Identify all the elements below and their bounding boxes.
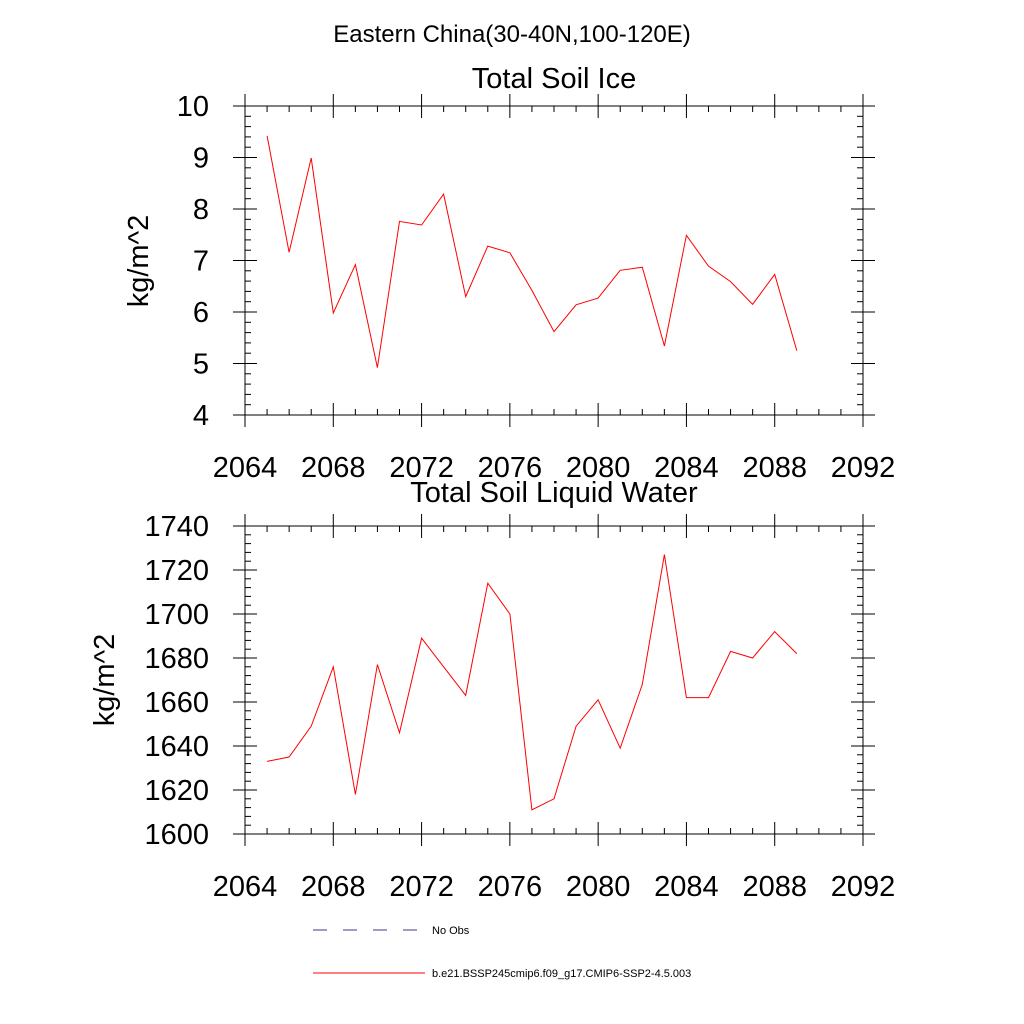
x-tick-label: 2084 (654, 452, 719, 484)
plot-area: 2064 2068 2072 2076 2080 2084 2088 2092 1600 1620… (144, 511, 895, 903)
x-tick-label: 2092 (831, 871, 896, 903)
chart-title: Total Soil Liquid Water (410, 477, 698, 509)
data-point (576, 304, 577, 305)
y-axis-label: kg/m^2 (89, 634, 121, 727)
x-tick-label: 2076 (478, 452, 543, 484)
data-point (333, 313, 334, 314)
plot-frame (244, 105, 864, 416)
x-tick-label: 2080 (566, 871, 631, 903)
data-point (642, 267, 643, 268)
y-tick-label: 9 (193, 143, 209, 175)
data-point (311, 158, 312, 159)
y-tick-label: 1720 (144, 555, 209, 587)
data-point (531, 809, 532, 810)
data-point (355, 264, 356, 265)
data-point (730, 281, 731, 282)
chart-title: Total Soil Ice (472, 63, 636, 95)
data-point (664, 345, 665, 346)
y-tick-label: 7 (193, 246, 209, 278)
data-point (465, 695, 466, 696)
data-point (487, 583, 488, 584)
y-tick-label: 1600 (144, 819, 209, 851)
x-tick-label: 2072 (389, 871, 454, 903)
data-point (289, 757, 290, 758)
x-tick-label: 2072 (389, 452, 454, 484)
data-point (686, 697, 687, 698)
data-point (465, 296, 466, 297)
data-point (554, 798, 555, 799)
x-tick-label: 2076 (478, 871, 543, 903)
data-point (620, 748, 621, 749)
data-point (487, 246, 488, 247)
legend: No Obs b.e21.BSSP245cmip6.f09_g17.CMIP6-… (313, 925, 691, 980)
data-point (708, 697, 709, 698)
y-tick-label: 5 (193, 349, 209, 381)
data-point (355, 794, 356, 795)
x-tick-label: 2088 (742, 452, 807, 484)
data-point (752, 304, 753, 305)
x-tick-label: 2084 (654, 871, 719, 903)
data-point (311, 726, 312, 727)
chart-soil-ice: Total Soil Ice kg/m^2 2064 2068 2072 2076 20… (123, 63, 895, 484)
data-point (620, 270, 621, 271)
data-point (686, 235, 687, 236)
data-point (267, 135, 268, 136)
data-point (377, 664, 378, 665)
data-point (421, 224, 422, 225)
y-tick-label: 6 (193, 297, 209, 329)
data-point (664, 554, 665, 555)
data-point (774, 631, 775, 632)
data-point (443, 194, 444, 195)
data-point (598, 699, 599, 700)
y-tick-label: 1680 (144, 643, 209, 675)
data-point (531, 290, 532, 291)
x-tick-label: 2068 (301, 452, 366, 484)
legend-label-no-obs: No Obs (432, 925, 470, 937)
data-point (796, 653, 797, 654)
x-tick-label: 2064 (213, 871, 278, 903)
data-point (730, 651, 731, 652)
y-tick-label: 1640 (144, 731, 209, 763)
data-point (399, 221, 400, 222)
data-point (333, 666, 334, 667)
data-point (796, 350, 797, 351)
data-point (642, 684, 643, 685)
data-point (509, 614, 510, 615)
data-point (399, 732, 400, 733)
data-point (377, 367, 378, 368)
y-tick-label: 1660 (144, 687, 209, 719)
y-axis-label: kg/m^2 (123, 215, 155, 308)
y-tick-label: 1620 (144, 775, 209, 807)
y-tick-label: 10 (177, 91, 209, 123)
x-tick-label: 2064 (213, 452, 278, 484)
y-tick-label: 1740 (144, 511, 209, 543)
x-tick-label: 2092 (831, 452, 896, 484)
data-point (443, 666, 444, 667)
data-point (774, 274, 775, 275)
data-point (752, 658, 753, 659)
x-tick-label: 2088 (742, 871, 807, 903)
plot-frame (244, 525, 864, 835)
x-tick-label: 2080 (566, 452, 631, 484)
data-point (598, 298, 599, 299)
figure-title: Eastern China(30-40N,100-120E) (333, 21, 691, 48)
series-line (267, 554, 798, 811)
x-tick-label: 2068 (301, 871, 366, 903)
data-point (267, 761, 268, 762)
data-point (708, 266, 709, 267)
y-tick-label: 4 (193, 400, 209, 432)
data-point (509, 252, 510, 253)
data-point (421, 638, 422, 639)
legend-label-model: b.e21.BSSP245cmip6.f09_g17.CMIP6-SSP2-4.… (432, 968, 691, 980)
y-tick-label: 1700 (144, 599, 209, 631)
series-line (266, 135, 798, 368)
plot-area: 2064 2068 2072 2076 2080 2084 2088 2092 4 5 6 7 8 9 10 (177, 91, 896, 484)
chart-soil-liquid-water: Total Soil Liquid Water kg/m^2 2064 2068 2… (89, 477, 895, 903)
data-point (576, 726, 577, 727)
y-tick-label: 8 (193, 194, 209, 226)
data-point (289, 252, 290, 253)
data-point (554, 331, 555, 332)
